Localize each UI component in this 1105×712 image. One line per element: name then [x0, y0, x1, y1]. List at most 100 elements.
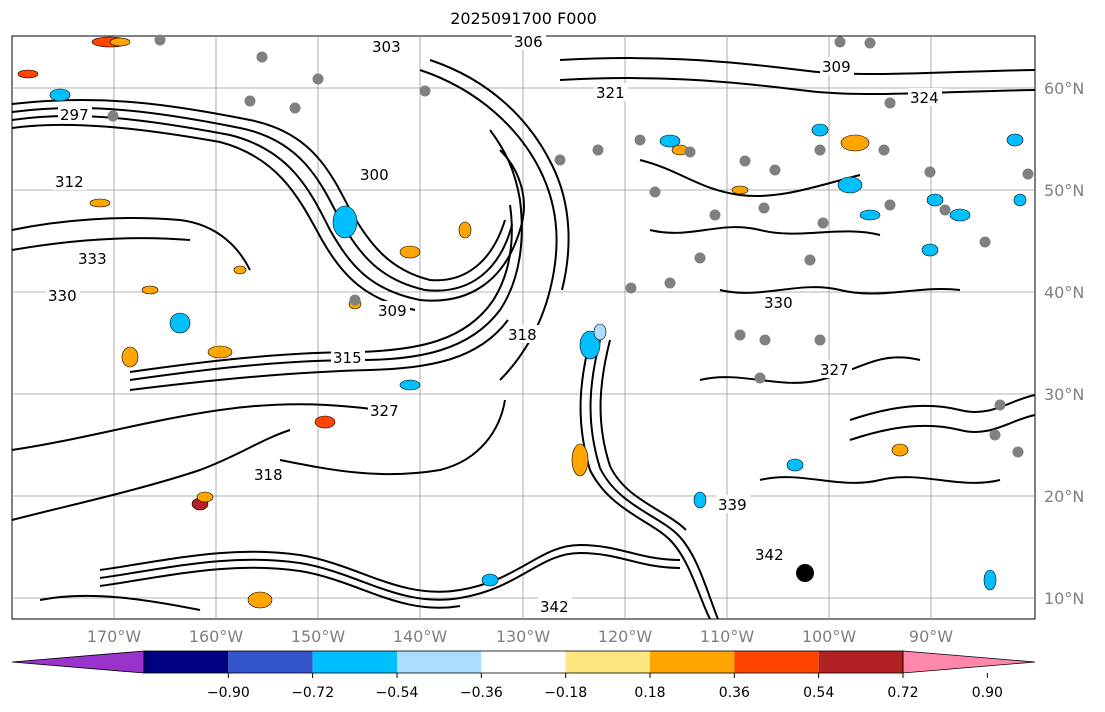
contour-label-bg — [908, 88, 942, 106]
contour-label-bg — [53, 172, 87, 190]
contour-label: 297 — [60, 106, 89, 124]
anomaly-patch — [659, 134, 681, 148]
contour-line — [849, 394, 1036, 421]
longitude-label: 120°W — [598, 627, 653, 646]
contour-label: 309 — [822, 58, 851, 76]
contour-label-bg — [370, 37, 404, 55]
station-dot — [1012, 446, 1024, 458]
contour-label-bg — [716, 495, 750, 513]
colorbar-segment — [312, 651, 397, 673]
contour-line — [11, 237, 191, 251]
anomaly-patch — [121, 346, 139, 368]
station-dot — [256, 51, 268, 63]
colorbar-label: 0.72 — [887, 685, 918, 701]
colorbar-label: 0.90 — [972, 685, 1003, 701]
anomaly-patch — [983, 569, 997, 591]
station-dot — [758, 202, 770, 214]
station-dot — [878, 144, 890, 156]
anomaly-patch — [840, 134, 870, 152]
station-dot — [625, 282, 637, 294]
colorbar-label: 0.54 — [803, 685, 834, 701]
station-dot — [664, 277, 676, 289]
station-dot — [814, 144, 826, 156]
contour-line — [11, 114, 525, 302]
colorbar-segment — [397, 651, 482, 673]
station-dot — [244, 95, 256, 107]
contour-line — [129, 319, 509, 391]
station-dot — [884, 97, 896, 109]
contour-line — [39, 594, 201, 611]
station-dot — [1022, 168, 1034, 180]
contour-label: 321 — [596, 84, 625, 102]
station-dot — [649, 186, 661, 198]
contour-label-bg — [46, 286, 80, 304]
colorbar-label: −0.18 — [544, 685, 587, 701]
longitude-labels: 170°W 160°W 150°W 140°W 130°W 120°W 110°W 100°W… — [87, 627, 953, 646]
colorbar-segment — [565, 651, 650, 673]
colorbar-segment — [144, 651, 229, 673]
anomaly-patch — [859, 209, 881, 221]
contour-line — [719, 286, 961, 295]
contour-label-bg — [594, 83, 628, 101]
contour-label: 333 — [78, 250, 107, 268]
contour-lines — [11, 57, 1036, 620]
colorbar-label: −0.54 — [376, 685, 419, 701]
contour-label-bg — [762, 293, 796, 311]
longitude-label: 140°W — [393, 627, 448, 646]
anomaly-patch — [693, 491, 707, 509]
contour-line — [129, 129, 523, 381]
contour-line — [699, 356, 921, 384]
longitude-label: 100°W — [802, 627, 857, 646]
latitude-label: 20°N — [1044, 487, 1084, 506]
anomaly-patch — [49, 88, 71, 102]
contour-line — [11, 107, 513, 292]
contour-label-bg — [368, 401, 402, 419]
contour-line — [759, 476, 1001, 484]
contour-line — [559, 57, 1036, 76]
colorbar — [11, 650, 1036, 674]
contour-line — [11, 429, 291, 521]
colorbar-label: 0.18 — [634, 685, 665, 701]
station-dot — [939, 204, 951, 216]
contour-label: 312 — [55, 173, 84, 191]
anomaly-patch — [571, 443, 589, 477]
contour-line — [129, 204, 513, 373]
station-dot — [592, 144, 604, 156]
anomaly-patch — [786, 458, 804, 472]
contour-label-bg — [818, 360, 852, 378]
contour-label-bg — [358, 165, 392, 183]
anomaly-patch — [837, 176, 863, 194]
anomaly-patch — [17, 69, 39, 79]
contour-line — [99, 566, 461, 609]
colorbar-segment — [818, 651, 903, 673]
colorbar-label: −0.72 — [291, 685, 334, 701]
map-title: 2025091700 F000 — [450, 9, 597, 28]
contour-line — [649, 226, 881, 236]
longitude-label: 110°W — [700, 627, 755, 646]
anomaly-patch — [1006, 133, 1024, 147]
anomaly-patch — [399, 379, 421, 391]
anomaly-patch — [926, 193, 944, 207]
anomaly-patch — [921, 243, 939, 257]
contour-label: 327 — [820, 361, 849, 379]
station-dot — [864, 37, 876, 49]
contour-label: 318 — [508, 326, 537, 344]
contour-line — [589, 339, 719, 620]
anomaly-patch — [891, 443, 909, 457]
contour-label: 342 — [540, 598, 569, 616]
longitude-label: 170°W — [87, 627, 142, 646]
anomaly-patch — [458, 221, 472, 239]
anomaly-patch — [247, 591, 273, 609]
contour-label: 318 — [254, 466, 283, 484]
colorbar-segment — [228, 651, 313, 673]
station-dot — [817, 217, 829, 229]
colorbar-outline — [143, 650, 904, 674]
anomaly-patch — [141, 285, 159, 295]
contour-label-bg — [58, 105, 92, 123]
anomaly-patch — [1013, 193, 1027, 207]
contour-label: 315 — [333, 349, 362, 367]
shaded-anomalies — [17, 36, 1027, 609]
station-dot — [684, 146, 696, 158]
colorbar-label: −0.90 — [207, 685, 250, 701]
